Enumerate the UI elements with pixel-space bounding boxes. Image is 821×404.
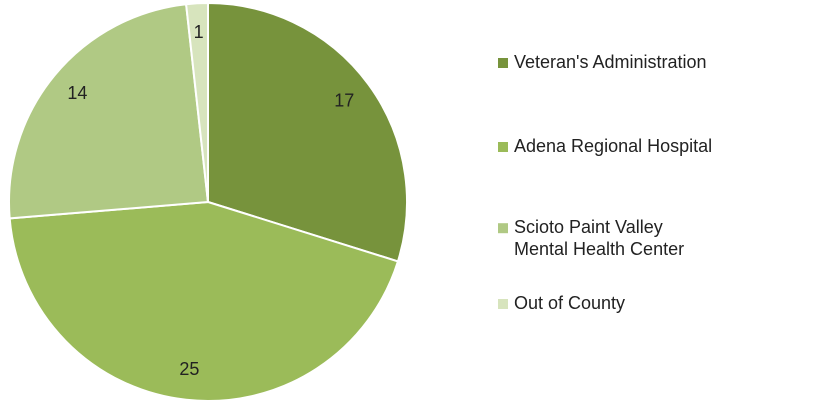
legend-swatch xyxy=(498,58,508,68)
legend-label: Out of County xyxy=(514,293,625,313)
data-label: 25 xyxy=(179,359,199,379)
data-label: 14 xyxy=(67,83,87,103)
legend-swatch xyxy=(498,223,508,234)
data-label: 17 xyxy=(334,91,354,111)
pie-slice xyxy=(8,200,400,402)
legend-label: Veteran's Administration xyxy=(514,52,707,72)
pie-slice xyxy=(185,1,209,203)
legend-label: Scioto Paint Valley Mental Health Center xyxy=(514,217,684,259)
legend-label: Adena Regional Hospital xyxy=(514,136,712,156)
pie-slice xyxy=(8,3,210,220)
pie-slice xyxy=(207,1,408,263)
legend-swatch xyxy=(498,299,508,309)
data-label: 1 xyxy=(194,22,204,42)
legend-swatch xyxy=(498,142,508,152)
